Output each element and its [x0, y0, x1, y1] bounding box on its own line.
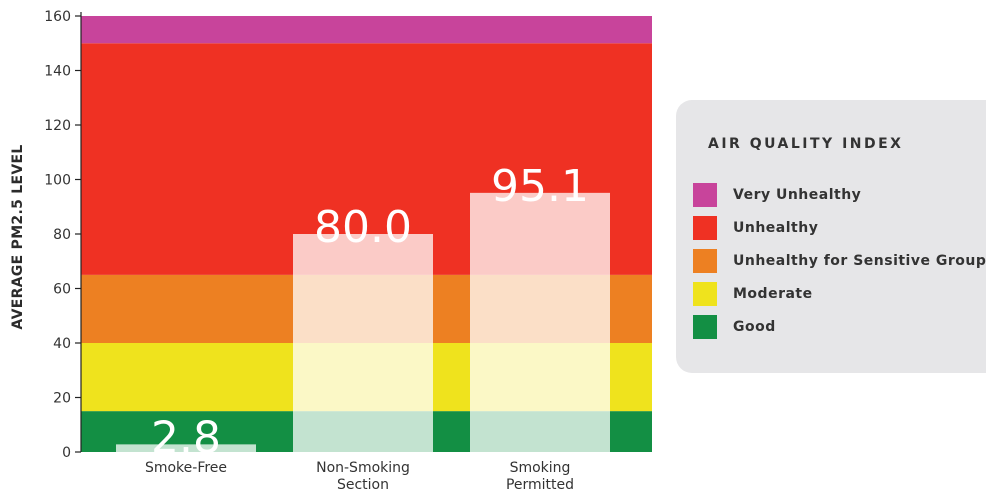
legend-label: Moderate [733, 285, 813, 302]
legend-item: Very Unhealthy [693, 178, 986, 211]
x-tick-label-2-1: Permitted [506, 477, 574, 493]
legend-swatch [693, 281, 717, 306]
legend-swatch [693, 182, 717, 207]
y-axis: 0 20 40 60 80 100 120 140 160 [44, 9, 82, 461]
y-tick-label-0: 0 [62, 445, 71, 461]
bar-1 [293, 234, 433, 452]
legend-swatch [693, 248, 717, 273]
y-tick-label-20: 20 [53, 391, 71, 407]
data-label-0: 2.8 [151, 412, 221, 463]
y-tick-label-160: 160 [44, 9, 71, 25]
legend-panel: AIR QUALITY INDEX Very Unhealthy Unhealth… [676, 100, 986, 373]
x-tick-label-0-0: Smoke-Free [145, 460, 227, 476]
legend-swatch [693, 314, 717, 339]
bar-0 [116, 444, 256, 452]
bar-2 [470, 192, 610, 453]
legend-label: Very Unhealthy [733, 186, 862, 203]
legend-swatch [693, 215, 717, 240]
x-tick-label-1-1: Section [337, 477, 389, 493]
x-tick-label-1-0: Non-Smoking [316, 460, 410, 476]
aqi-band-very-unhealthy [81, 16, 652, 44]
y-tick-label-60: 60 [53, 282, 71, 298]
legend-label: Good [733, 318, 776, 335]
legend-label: Unhealthy [733, 219, 819, 236]
legend-label: Unhealthy for Sensitive Groups [733, 252, 986, 269]
y-tick-label-140: 140 [44, 64, 71, 80]
bars [116, 192, 610, 453]
data-label-1: 80.0 [314, 202, 412, 253]
y-axis-label: AVERAGE PM2.5 LEVEL [10, 144, 26, 329]
y-tick-label-80: 80 [53, 227, 71, 243]
legend-item: Unhealthy for Sensitive Groups [693, 244, 986, 277]
y-tick-label-120: 120 [44, 118, 71, 134]
y-tick-label-100: 100 [44, 173, 71, 189]
y-tick-label-40: 40 [53, 336, 71, 352]
legend-title: AIR QUALITY INDEX [708, 136, 904, 152]
legend-item: Moderate [693, 277, 986, 310]
data-label-2: 95.1 [491, 161, 589, 212]
x-tick-label-2-0: Smoking [510, 460, 571, 476]
legend-list: Very Unhealthy Unhealthy Unhealthy for Sen… [693, 178, 986, 343]
legend-item: Good [693, 310, 986, 343]
legend-item: Unhealthy [693, 211, 986, 244]
